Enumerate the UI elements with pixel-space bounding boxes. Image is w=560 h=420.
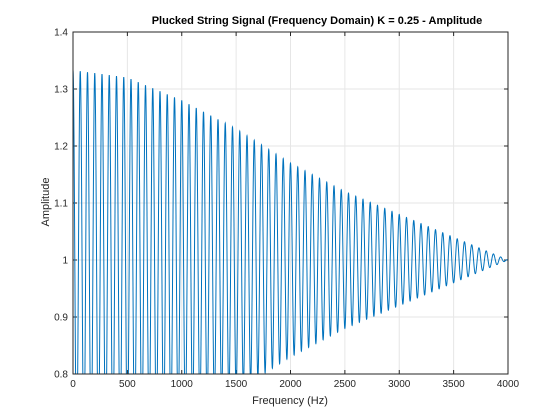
y-tick-label: 1.1 bbox=[54, 199, 68, 210]
x-tick-label: 3500 bbox=[443, 379, 466, 390]
x-tick-label: 1000 bbox=[171, 379, 194, 390]
ticks: 0 500 1000 1500 2000 2500 3000 3500 4000 0.8 0.9 1 1… bbox=[54, 28, 519, 391]
x-tick-label: 4000 bbox=[497, 379, 520, 390]
x-tick-label: 500 bbox=[119, 379, 136, 390]
signal-line bbox=[72, 70, 509, 375]
x-tick-label: 0 bbox=[70, 379, 76, 390]
x-tick-label: 3000 bbox=[388, 379, 411, 390]
chart-title: Plucked String Signal (Frequency Domain)… bbox=[152, 15, 483, 27]
y-tick-label: 1.2 bbox=[54, 142, 68, 153]
y-axis-label: Amplitude bbox=[40, 178, 52, 227]
y-tick-label: 0.8 bbox=[54, 370, 68, 381]
x-axis-label: Frequency (Hz) bbox=[252, 395, 328, 407]
grid bbox=[72, 31, 509, 375]
x-tick-label: 1500 bbox=[225, 379, 248, 390]
axes-box bbox=[72, 31, 509, 375]
y-tick-label: 1.4 bbox=[54, 28, 68, 39]
x-tick-label: 2000 bbox=[279, 379, 302, 390]
x-tick-label: 2500 bbox=[334, 379, 357, 390]
y-tick-label: 1.3 bbox=[54, 85, 68, 96]
y-tick-label: 0.9 bbox=[54, 313, 68, 324]
y-tick-label: 1 bbox=[62, 256, 68, 267]
